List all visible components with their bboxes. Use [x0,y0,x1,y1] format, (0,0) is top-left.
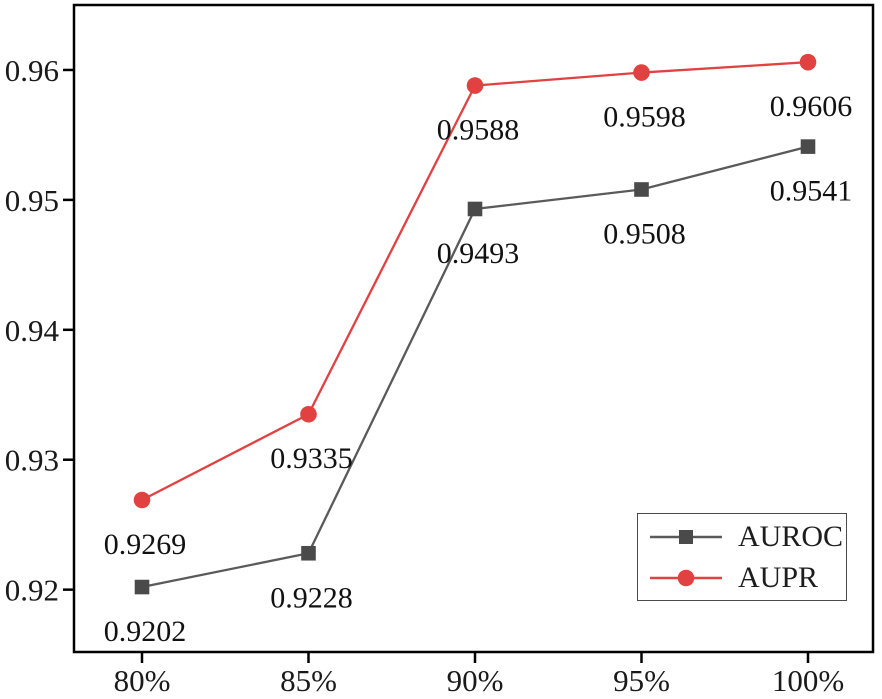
auroc-point-label: 0.9228 [270,581,353,614]
y-tick-label: 0.93 [5,443,59,478]
auroc-data-point [301,545,316,561]
plot-border [72,3,875,654]
y-tick-label: 0.92 [5,573,59,608]
auroc-data-point [467,201,483,217]
legend-item-auroc: AUROC [638,516,846,557]
y-tick-label: 0.96 [5,53,59,88]
y-tick-label: 0.95 [5,183,59,218]
x-tick-label: 85% [280,663,337,698]
chart-legend: AUROC AUPR [637,513,847,601]
aupr-point-label: 0.9335 [270,442,353,475]
legend-label-aupr: AUPR [738,560,819,594]
aupr-data-point [633,64,650,81]
auroc-data-point [634,182,649,197]
aupr-point-label: 0.9269 [104,528,187,561]
legend-item-aupr: AUPR [638,557,846,598]
aupr-data-point [300,405,317,423]
legend-label-auroc: AUROC [738,519,844,553]
x-tick-label: 90% [447,663,504,698]
aupr-point-label: 0.9606 [770,90,853,123]
auroc-line-marker-icon [650,529,722,544]
aupr-point-label: 0.9588 [437,114,520,147]
x-tick-label: 100% [772,663,844,698]
auroc-data-point [134,579,150,595]
auroc-point-label: 0.9541 [770,175,853,208]
auroc-data-point [800,139,816,154]
aupr-data-point [799,53,817,71]
aupr-data-point [466,77,484,94]
aupr-point-label: 0.9598 [603,101,686,134]
x-tick-label: 95% [613,663,670,698]
aupr-data-point [133,491,151,509]
x-tick-label: 80% [114,663,171,698]
auroc-point-label: 0.9493 [437,237,520,270]
aupr-line-marker-icon [650,569,722,586]
auroc-point-label: 0.9202 [104,615,187,648]
auroc-point-label: 0.9508 [603,217,686,250]
y-tick-label: 0.94 [5,313,60,348]
